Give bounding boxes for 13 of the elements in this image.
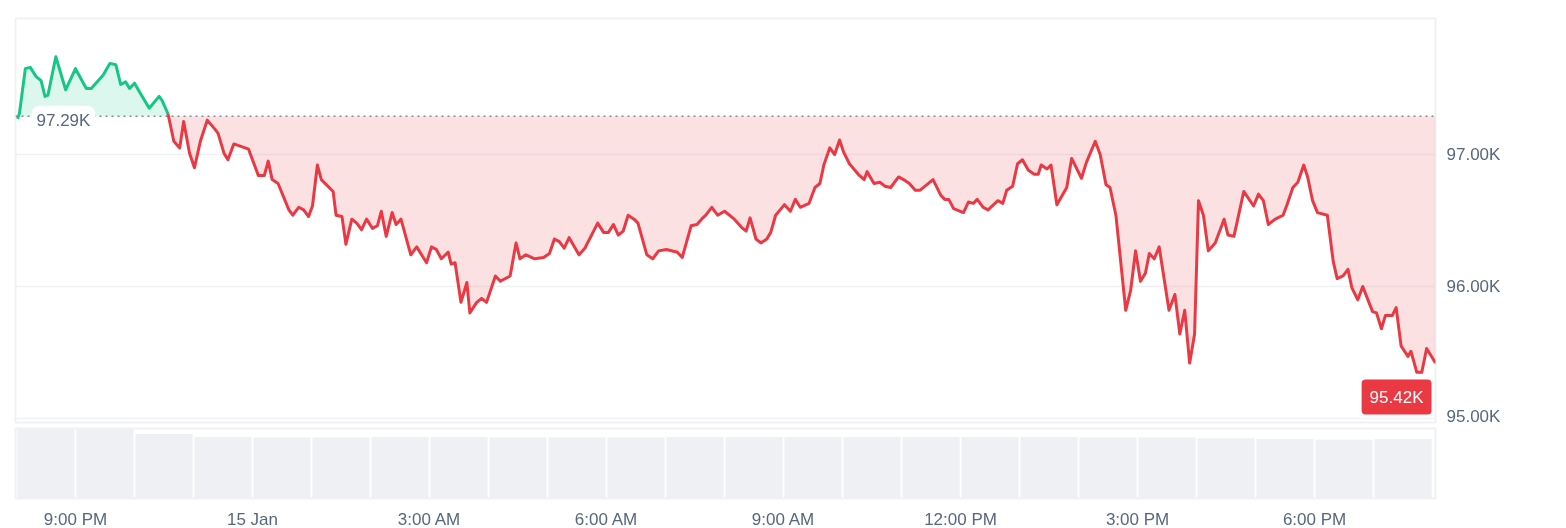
ref-line-label: 97.29K — [36, 110, 92, 130]
y-tick-label: 95.00K — [1446, 406, 1502, 426]
x-tick-label: 12:00 PM — [924, 509, 997, 528]
y-tick-label: 97.00K — [1446, 144, 1502, 164]
x-tick-label: 3:00 PM — [1105, 509, 1170, 528]
x-tick-label: 15 Jan — [226, 509, 279, 528]
x-tick-label: 6:00 PM — [1282, 509, 1347, 528]
x-tick-label: 3:00 AM — [397, 509, 461, 528]
x-tick-label: 6:00 AM — [574, 509, 638, 528]
y-tick-label: 96.00K — [1446, 277, 1502, 297]
annotation: 95.42K — [1369, 387, 1425, 407]
x-tick-label: 9:00 AM — [751, 509, 815, 528]
x-tick-label: 9:00 PM — [43, 509, 108, 528]
